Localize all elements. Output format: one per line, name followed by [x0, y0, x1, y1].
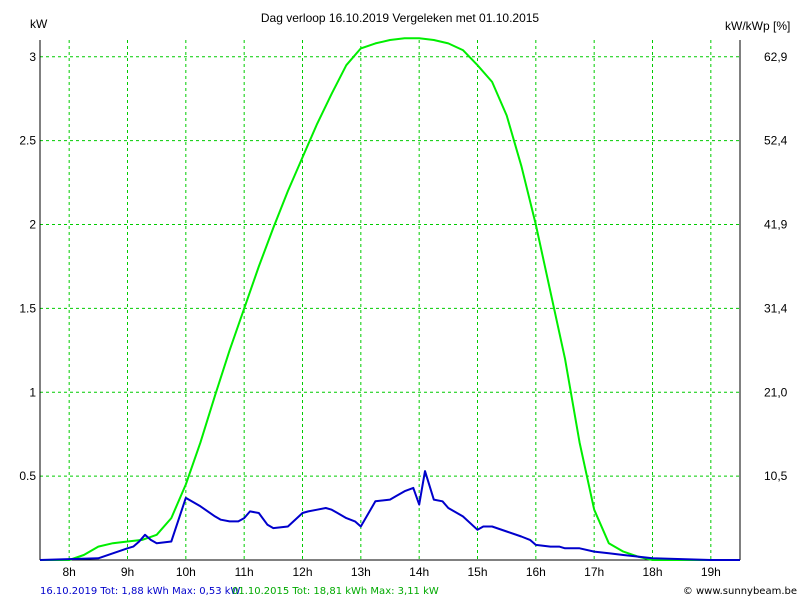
x-tick-label: 8h	[62, 565, 75, 579]
y2-tick-label: 10,5	[764, 469, 788, 483]
x-tick-label: 14h	[409, 565, 429, 579]
y-tick-label: 0.5	[19, 469, 36, 483]
left-axis-unit: kW	[30, 17, 48, 31]
tick-labels: 8h 9h 10h 11h 12h 13h 14h 15h 16h 17h 18h 19h 0.5 10,…	[19, 50, 787, 579]
series-line-2019	[39, 470, 740, 561]
x-tick-label: 9h	[121, 565, 134, 579]
y2-tick-label: 52,4	[764, 134, 788, 148]
y-tick-label: 2	[29, 218, 36, 232]
x-tick-label: 12h	[292, 565, 312, 579]
footer-summary-2015: 01.10.2015 Tot: 18,81 kWh Max: 3,11 kW	[232, 586, 439, 597]
x-tick-label: 11h	[235, 565, 254, 579]
y2-tick-label: 41,9	[764, 218, 788, 232]
x-tick-label: 15h	[467, 565, 487, 579]
y2-tick-label: 62,9	[764, 50, 788, 64]
y2-tick-label: 31,4	[764, 301, 788, 315]
footer-credit: © www.sunnybeam.be	[683, 586, 797, 597]
y-tick-label: 1	[29, 385, 36, 399]
chart-title: Dag verloop 16.10.2019 Vergeleken met 01…	[261, 11, 540, 25]
series-line-2015	[40, 37, 740, 561]
x-tick-label: 18h	[642, 565, 662, 579]
series-group	[39, 37, 740, 561]
y-tick-label: 2.5	[19, 134, 36, 148]
footer: 16.10.2019 Tot: 1,88 kWh Max: 0,53 kW 01…	[40, 586, 797, 597]
x-tick-label: 10h	[176, 565, 196, 579]
grid	[40, 40, 740, 560]
x-tick-label: 19h	[701, 565, 721, 579]
y-tick-label: 3	[29, 50, 36, 64]
footer-summary-2019: 16.10.2019 Tot: 1,88 kWh Max: 0,53 kW	[40, 586, 241, 597]
x-tick-label: 13h	[351, 565, 371, 579]
y2-tick-label: 21,0	[764, 385, 788, 399]
right-axis-unit: kW/kWp [%]	[725, 19, 790, 33]
y-tick-label: 1.5	[19, 301, 36, 315]
x-tick-label: 16h	[526, 565, 546, 579]
x-tick-label: 17h	[584, 565, 604, 579]
axes	[39, 40, 741, 561]
